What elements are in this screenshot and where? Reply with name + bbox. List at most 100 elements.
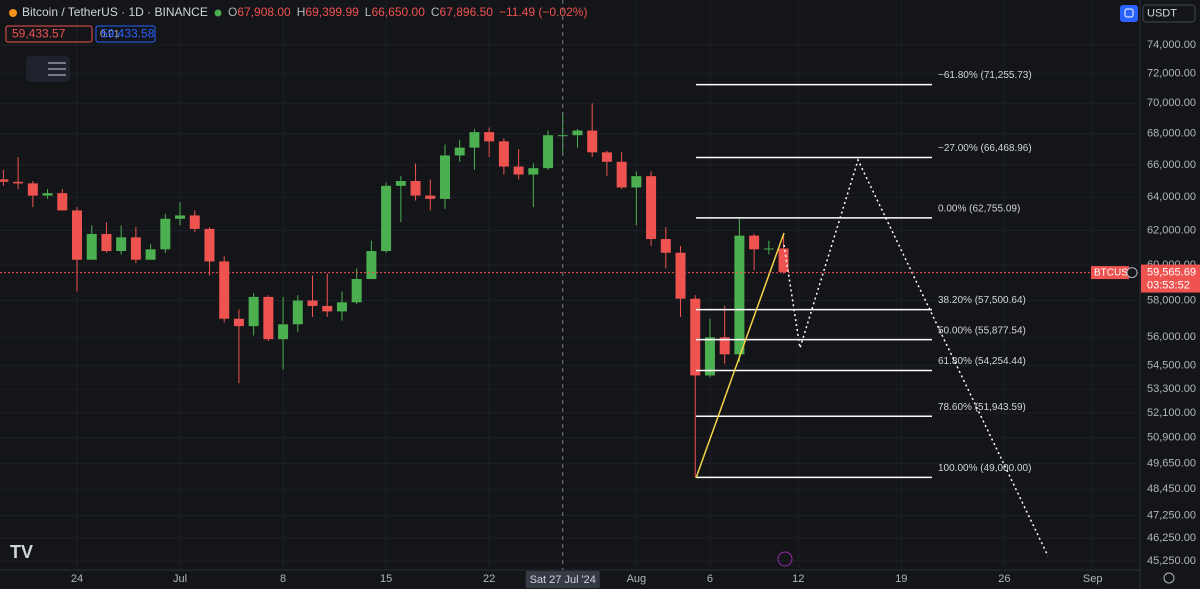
currency-box[interactable] — [1142, 4, 1196, 23]
add-alert[interactable] — [1126, 267, 1138, 279]
candle-body — [660, 239, 671, 253]
y-tick-label: 66,000.00 — [1147, 159, 1196, 171]
y-tick-label: 54,500.00 — [1147, 360, 1196, 372]
symbol-icon — [9, 9, 17, 17]
sell-price[interactable]: 59,433.57 — [12, 27, 66, 41]
y-tick-label: 72,000.00 — [1147, 68, 1196, 80]
candle-body — [336, 302, 347, 312]
currency[interactable]: USDT — [1147, 7, 1177, 19]
candle-body — [248, 296, 259, 327]
candle-body — [763, 248, 774, 250]
buy-box-outline[interactable] — [95, 25, 156, 43]
symbol-tag: BTCUS — [1094, 268, 1128, 279]
ohlc-value: 69,399.99 — [305, 5, 359, 19]
logo: TV — [10, 542, 33, 562]
ohlc-key: C — [431, 5, 440, 19]
candle-body — [513, 166, 524, 175]
event-icon[interactable] — [777, 551, 793, 567]
candle-body — [572, 130, 583, 136]
candle-body — [160, 218, 171, 250]
ohlc-key: L — [365, 5, 372, 19]
candle-body — [116, 237, 127, 252]
x-tick-label: Aug — [627, 573, 647, 585]
candle-body — [101, 233, 112, 252]
candle-body — [307, 300, 318, 306]
ohlc-key: O — [228, 5, 237, 19]
candle-body — [454, 147, 465, 156]
crosshair-time: Sat 27 Jul '24 — [530, 574, 596, 586]
candle-body — [557, 135, 568, 137]
candle-body — [469, 132, 480, 148]
x-tick-label: 6 — [707, 573, 713, 585]
fib-label: 78.60% (51,943.59) — [938, 402, 1026, 413]
x-tick-label: 24 — [71, 573, 83, 585]
candle-body — [86, 233, 97, 260]
candle-body — [130, 237, 141, 260]
x-tick-label: 26 — [998, 573, 1010, 585]
x-tick-label: Sep — [1083, 573, 1103, 585]
candle-body — [204, 228, 215, 262]
candle-body — [616, 161, 627, 188]
x-tick-label: 19 — [895, 573, 907, 585]
x-tick-label: 22 — [483, 573, 495, 585]
fib-label: 38.20% (57,500.64) — [938, 295, 1026, 306]
last-price-box — [1141, 264, 1200, 293]
last-price: 59,565.69 — [1147, 266, 1196, 278]
candle-body — [425, 195, 436, 199]
candle-body — [278, 324, 289, 340]
candle-body — [410, 180, 421, 196]
projection-path — [783, 157, 1049, 557]
countdown: 03:53:52 — [1147, 279, 1190, 291]
plot: −61.80% (71,255.73) −27.00% (66,468.96) 0.… — [0, 70, 1032, 479]
candle-body — [366, 251, 377, 280]
ohlc-value: 67,908.00 — [237, 5, 291, 19]
y-tick-label: 53,300.00 — [1147, 383, 1196, 395]
y-tick-label: 46,250.00 — [1147, 532, 1196, 544]
candle-body — [292, 300, 303, 325]
settings-button[interactable] — [1120, 5, 1138, 22]
candle-body — [395, 180, 406, 186]
y-tick-label: 50,900.00 — [1147, 431, 1196, 443]
y-tick-label: 64,000.00 — [1147, 191, 1196, 203]
candle-body — [734, 235, 745, 355]
ohlc-value: 67,896.50 — [440, 5, 494, 19]
candle-body — [27, 183, 38, 196]
y-tick-label: 74,000.00 — [1147, 39, 1196, 51]
candle-body — [543, 135, 554, 169]
axis-settings[interactable] — [1163, 572, 1175, 584]
trend-line — [695, 232, 785, 479]
y-tick-label: 52,100.00 — [1147, 407, 1196, 419]
settings-icon — [1124, 8, 1134, 18]
y-tick-label: 49,650.00 — [1147, 457, 1196, 469]
y-tick-label: 48,450.00 — [1147, 483, 1196, 495]
candle-body — [322, 305, 333, 312]
candle-body — [72, 210, 82, 260]
market-status — [214, 9, 222, 17]
tools-icon — [48, 62, 66, 76]
candle-body — [57, 193, 68, 211]
ohlc-value: 66,650.00 — [371, 5, 425, 19]
candle-body — [749, 235, 760, 250]
fib-label: 50.00% (55,877.54) — [938, 325, 1026, 336]
buy-price[interactable]: 59,433.58 — [101, 27, 155, 41]
candle-body — [13, 181, 24, 184]
symbol-title: Bitcoin / TetherUS · 1D · BINANCE — [22, 5, 208, 19]
ohlc-change: −11.49 (−0.02%) — [499, 5, 588, 19]
candle-body — [675, 252, 686, 299]
candle-body — [0, 179, 9, 182]
ohlc-key: H — [297, 5, 306, 19]
candle-body — [704, 337, 715, 376]
fib-label: 61.80% (54,254.44) — [938, 356, 1026, 367]
candle-body — [498, 141, 509, 167]
ohlc-legend: O67,908.00 H69,399.99 L66,650.00 C67,896.50… — [228, 5, 587, 19]
fib-label: 100.00% (49,000.00) — [938, 463, 1031, 474]
x-tick-label: Jul — [173, 573, 187, 585]
fib-label: −27.00% (66,468.96) — [938, 143, 1032, 154]
candle-body — [175, 215, 186, 219]
symbol-tag-box — [1091, 266, 1129, 280]
candle-body — [778, 248, 789, 272]
candle-body — [719, 337, 730, 355]
sell-box[interactable] — [5, 25, 93, 43]
